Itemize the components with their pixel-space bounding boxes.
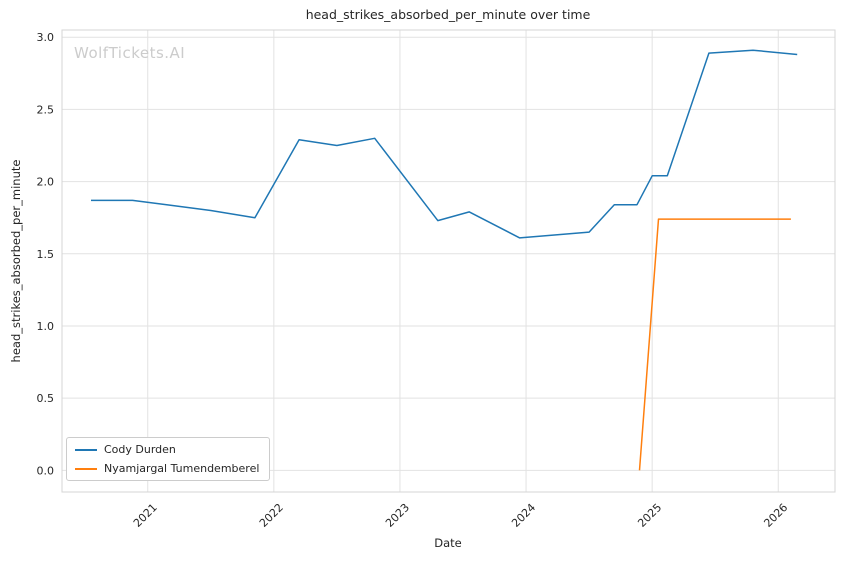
legend: Cody Durden Nyamjargal Tumendemberel — [66, 437, 271, 481]
legend-label: Cody Durden — [104, 443, 176, 456]
series-line-1 — [638, 218, 791, 471]
axes-frame — [61, 29, 836, 493]
chart-title: head_strikes_absorbed_per_minute over ti… — [305, 7, 591, 22]
watermark: WolfTickets.AI — [74, 44, 186, 62]
series-line-0 — [91, 49, 798, 239]
x-axis-label: Date — [434, 536, 462, 550]
y-axis-label: head_strikes_absorbed_per_minute — [9, 159, 23, 363]
x-tick-label: 2023 — [383, 501, 412, 530]
x-tick-label: 2021 — [131, 501, 160, 530]
legend-label: Nyamjargal Tumendemberel — [104, 462, 260, 475]
y-tick-label: 0.5 — [37, 392, 55, 405]
legend-item: Cody Durden — [75, 443, 259, 456]
legend-swatch — [75, 448, 97, 451]
x-tick-label: 2026 — [761, 501, 790, 530]
y-tick-label: 3.0 — [37, 31, 55, 44]
y-tick-label: 1.5 — [37, 248, 55, 261]
y-tick-label: 2.0 — [37, 176, 55, 189]
legend-swatch — [75, 467, 97, 470]
y-tick-label: 0.0 — [37, 464, 55, 477]
x-tick-label: 2024 — [509, 501, 538, 530]
legend-item: Nyamjargal Tumendemberel — [75, 462, 259, 475]
x-tick-label: 2025 — [635, 501, 664, 530]
y-tick-label: 2.5 — [37, 103, 55, 116]
x-tick-label: 2022 — [257, 501, 286, 530]
y-tick-label: 1.0 — [37, 320, 55, 333]
